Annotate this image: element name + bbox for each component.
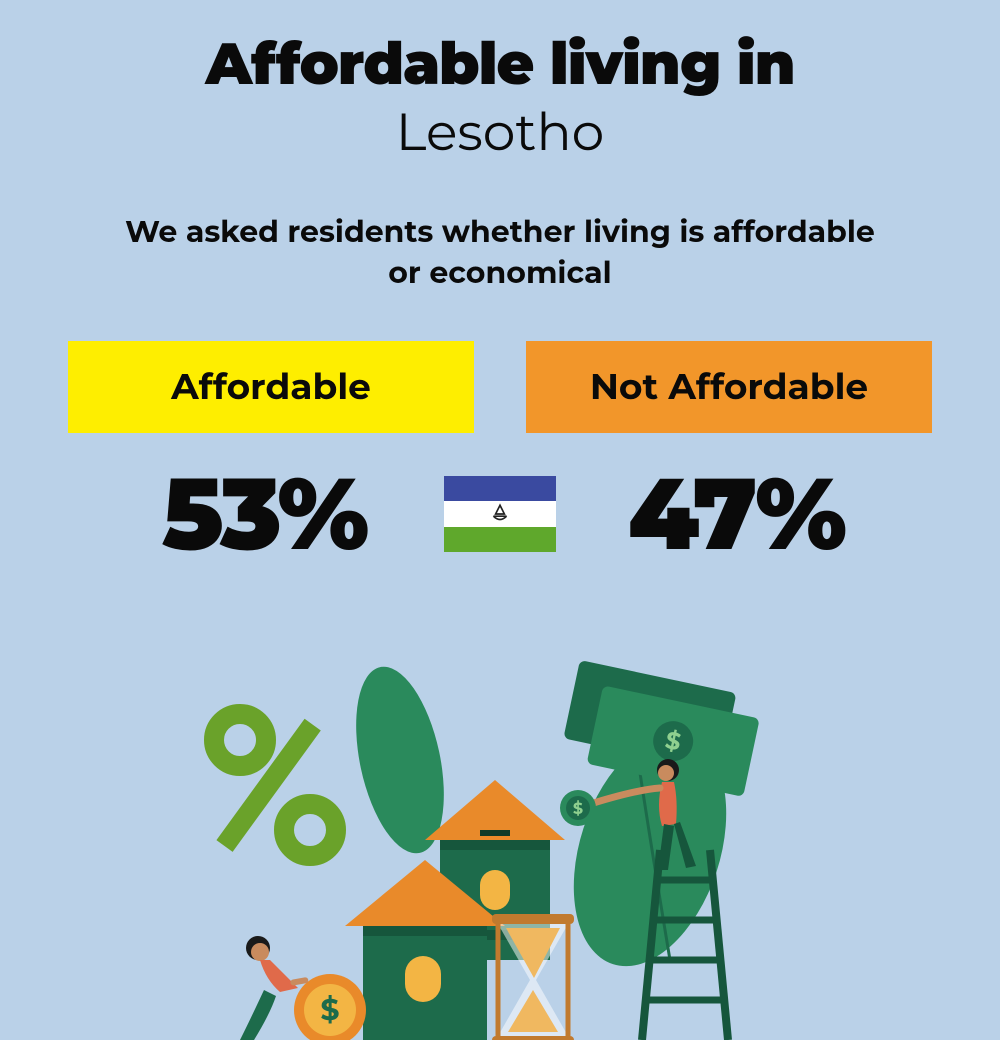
svg-text:$: $: [573, 800, 583, 819]
percent-symbol-icon: [214, 714, 336, 856]
header: Affordable living in Lesotho: [0, 0, 1000, 164]
values-row: 53% 47%: [0, 453, 1000, 575]
subtitle: We asked residents whether living is aff…: [0, 212, 1000, 293]
svg-text:$: $: [320, 991, 339, 1028]
flag-stripe-1: [444, 476, 556, 501]
value-not-affordable: 47%: [586, 453, 886, 575]
badge-not-affordable: Not Affordable: [526, 341, 932, 433]
flag-lesotho-icon: [444, 476, 556, 552]
title-line1: Affordable living in: [0, 28, 1000, 99]
badge-affordable: Affordable: [68, 341, 474, 433]
ladder-icon: [642, 850, 728, 1040]
person-pushing-coin-icon: $: [240, 936, 366, 1040]
hourglass-icon: [492, 914, 574, 1040]
title-line2: Lesotho: [0, 101, 1000, 164]
affordability-illustration-icon: $ $: [180, 640, 820, 1040]
badges-row: Affordable Not Affordable: [0, 341, 1000, 433]
value-affordable: 53%: [114, 453, 414, 575]
flag-emblem-icon: [489, 503, 511, 525]
flag-stripe-3: [444, 527, 556, 552]
